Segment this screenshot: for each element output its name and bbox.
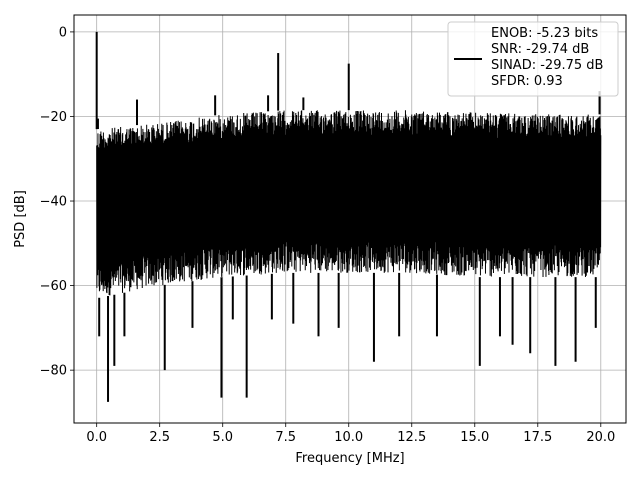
- y-tick-label: −40: [40, 195, 67, 210]
- y-axis-ticks: 0 −20 −40 −60 −80: [40, 25, 74, 379]
- y-tick-label: −80: [40, 364, 67, 379]
- x-tick-label: 10.0: [334, 430, 363, 445]
- x-tick-label: 5.0: [212, 430, 233, 445]
- legend-entry-enob: ENOB: -5.23 bits: [491, 26, 598, 41]
- axes-frame: [73, 14, 627, 424]
- y-tick-label: 0: [59, 25, 67, 40]
- x-tick-label: 20.0: [586, 430, 615, 445]
- y-tick-label: −60: [40, 279, 67, 294]
- x-axis-label: Frequency [MHz]: [295, 451, 404, 466]
- legend-entry-sinad: SINAD: -29.75 dB: [491, 58, 603, 73]
- x-tick-label: 7.5: [275, 430, 296, 445]
- x-tick-label: 0.0: [86, 430, 107, 445]
- psd-trace: [96, 110, 602, 296]
- y-axis-label: PSD [dB]: [13, 190, 28, 248]
- legend-entry-snr: SNR: -29.74 dB: [491, 42, 589, 57]
- x-tick-label: 2.5: [149, 430, 170, 445]
- x-tick-label: 12.5: [397, 430, 426, 445]
- legend-box: [447, 21, 619, 97]
- legend: ENOB: -5.23 bits SNR: -29.74 dB SINAD: -…: [447, 21, 619, 97]
- x-axis-ticks: 0.0 2.5 5.0 7.5 10.0 12.5 15.0 17.5 20.0: [86, 423, 615, 445]
- psd-series: [95, 31, 602, 402]
- y-tick-label: −20: [40, 110, 67, 125]
- legend-entry-sfdr: SFDR: 0.93: [491, 74, 563, 89]
- x-tick-label: 15.0: [460, 430, 489, 445]
- x-tick-label: 17.5: [523, 430, 552, 445]
